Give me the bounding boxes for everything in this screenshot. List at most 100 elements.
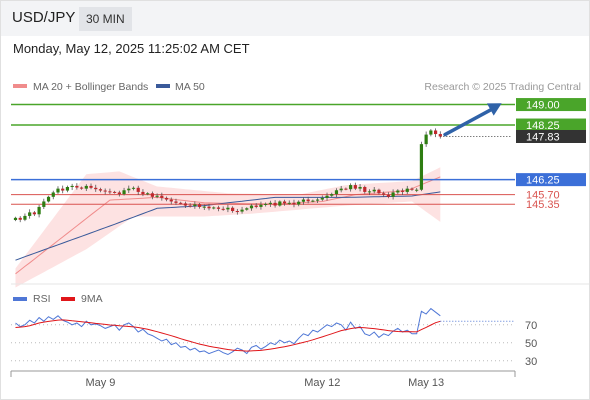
chart-header: USD/JPY 30 MIN (0, 0, 590, 36)
support-2-label: 145.35 (526, 199, 560, 211)
candle (46, 196, 51, 202)
candle (386, 194, 390, 197)
x-tick-label-2: May 13 (408, 377, 444, 389)
candle (23, 215, 27, 220)
candle (330, 194, 334, 196)
last-price-label-box (516, 129, 586, 143)
credit-text: Research © 2025 Trading Central (424, 81, 581, 93)
candle (79, 187, 84, 189)
candle (249, 205, 254, 209)
candle (221, 208, 225, 210)
candle (108, 191, 112, 193)
candle (301, 199, 306, 202)
candle (155, 195, 159, 197)
candle (56, 188, 60, 193)
candle (193, 204, 197, 207)
candle (235, 211, 239, 213)
candle (306, 199, 310, 202)
candle (377, 189, 381, 194)
x-tick-label-0: May 9 (85, 377, 115, 389)
candle (32, 212, 36, 215)
candle (188, 205, 192, 207)
candles (13, 128, 442, 223)
candle (202, 206, 206, 208)
symbol-title: USD/JPY (12, 9, 76, 26)
candle (75, 185, 79, 188)
last-price-label: 147.83 (526, 131, 560, 143)
candle (226, 207, 230, 210)
pivot-label: 146.25 (526, 175, 560, 187)
candle (382, 193, 386, 195)
candle (212, 207, 216, 209)
candle (363, 186, 367, 192)
rsi-legend-label: RSI (33, 293, 51, 305)
candle (282, 201, 287, 204)
candle (391, 192, 395, 197)
timeframe-button[interactable]: 30 MIN (79, 7, 132, 31)
bollinger-band (15, 167, 441, 288)
candle (344, 188, 348, 190)
candle (160, 195, 164, 198)
candle (396, 190, 400, 193)
candle (297, 201, 301, 205)
support-1-label: 145.70 (526, 190, 560, 202)
candle (415, 189, 419, 191)
pivot-label-box (516, 173, 586, 187)
candle (179, 202, 183, 204)
candle (216, 207, 221, 209)
candle (150, 193, 154, 197)
ma50-legend-swatch (156, 84, 170, 88)
projection-arrow-head (486, 103, 502, 116)
rsi-tick-50: 50 (525, 338, 537, 350)
candle (94, 187, 98, 190)
candle (98, 189, 103, 191)
candle (183, 203, 188, 206)
candle (349, 185, 353, 190)
rsi-legend-swatch (13, 297, 27, 301)
resistance-2-label-box (516, 98, 586, 112)
candle (419, 144, 424, 190)
candle (429, 130, 433, 135)
candle (405, 188, 409, 192)
candle (259, 204, 263, 207)
x-tick-label-1: May 12 (304, 377, 340, 389)
candle (264, 203, 268, 205)
rsi-ma-legend-label: 9MA (81, 293, 103, 305)
resistance-1-label-box (516, 118, 586, 132)
candle (372, 189, 376, 192)
ma50-legend-label: MA 50 (175, 81, 205, 93)
candle (146, 193, 150, 195)
candle (254, 205, 258, 207)
rsi-ma-line (15, 319, 441, 352)
ma50-line (15, 191, 441, 261)
rsi-line (15, 307, 441, 356)
candle (410, 188, 414, 190)
candle (13, 217, 18, 221)
candle (122, 190, 126, 195)
candle (339, 188, 343, 191)
candle (240, 209, 244, 212)
candle (61, 188, 65, 191)
candle (51, 192, 55, 197)
ma20-legend-label: MA 20 + Bollinger Bands (33, 81, 148, 93)
candle (65, 186, 70, 191)
candle (207, 206, 211, 209)
candle (311, 200, 315, 202)
resistance-1-label: 148.25 (526, 120, 560, 132)
candle (358, 186, 362, 189)
rsi-tick-30: 30 (525, 356, 537, 368)
projection-arrow-line (443, 105, 498, 137)
candle (117, 192, 121, 195)
candle (28, 212, 32, 216)
candle (245, 208, 249, 210)
candle (136, 187, 140, 192)
candle (320, 197, 324, 200)
candle (315, 199, 320, 201)
candle (287, 202, 291, 204)
candle (84, 185, 88, 189)
candle (424, 134, 428, 145)
timestamp: Monday, May 12, 2025 11:25:02 AM CET (13, 41, 250, 56)
candle (400, 190, 405, 192)
candle (42, 201, 46, 207)
candle (438, 134, 442, 137)
